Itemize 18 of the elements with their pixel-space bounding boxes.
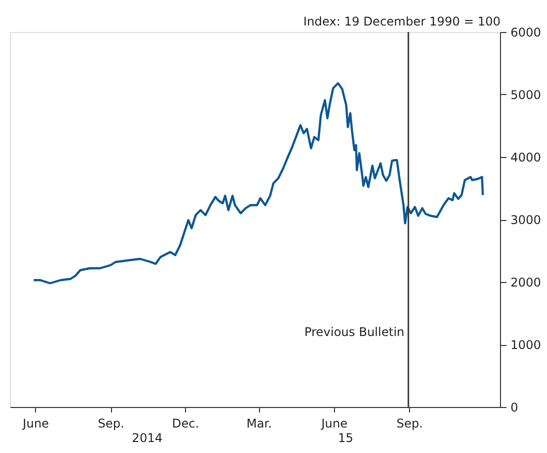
x-tick-label: June <box>320 416 348 430</box>
text: 2014 <box>132 431 162 445</box>
y-tick-label: 2000 <box>510 276 542 290</box>
x-tick-label: Sep. <box>98 416 124 430</box>
ref-line-label: Previous Bulletin <box>304 325 404 339</box>
y-tick-label: 5000 <box>510 88 542 102</box>
y-tick-label: 3000 <box>510 213 542 227</box>
y-tick-label: 1000 <box>510 338 542 352</box>
y-tick-label: 4000 <box>510 150 542 164</box>
x-tick-label: Dec. <box>172 416 200 430</box>
y-tick-label: 6000 <box>510 26 542 40</box>
x-tick-label: Sep. <box>396 416 423 430</box>
text: 15 <box>338 431 354 445</box>
line-series <box>32 82 484 284</box>
y-axis-title: Index: 19 December 1990 = 100 <box>303 14 500 28</box>
x-tick-label: Mar. <box>246 416 272 430</box>
x-tick-label: June <box>22 416 49 430</box>
y-tick-label: 0 <box>510 400 518 414</box>
